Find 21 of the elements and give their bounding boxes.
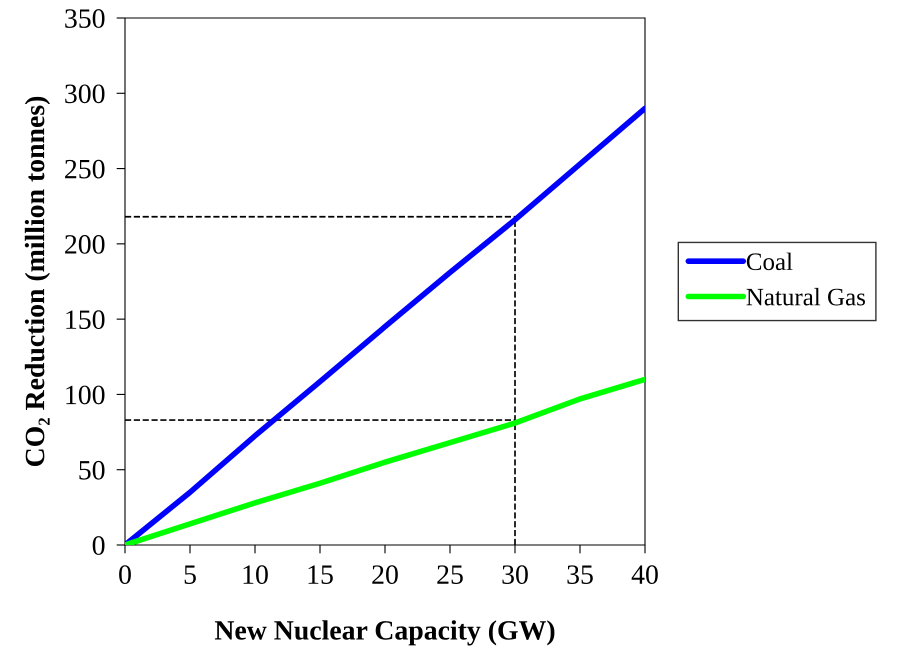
x-tick-label: 25 bbox=[437, 565, 463, 584]
x-tick-label: 30 bbox=[502, 565, 528, 584]
x-axis-title: New Nuclear Capacity (GW) bbox=[214, 620, 554, 646]
legend-label: Coal bbox=[746, 252, 793, 270]
y-tick-label: 50 bbox=[79, 460, 104, 480]
y-tick-label: 250 bbox=[65, 160, 104, 178]
y-tick-label: 150 bbox=[66, 310, 104, 330]
x-tick-label: 35 bbox=[567, 565, 593, 584]
x-tick-label: 20 bbox=[372, 565, 398, 584]
y-tick-label: 350 bbox=[65, 9, 104, 28]
x-tick-label: 0 bbox=[119, 565, 131, 584]
x-tick-label: 5 bbox=[184, 566, 196, 584]
y-axis-title: CO₂ Reduction (million tonnes) bbox=[24, 96, 50, 466]
y-tick-label: 0 bbox=[92, 536, 104, 555]
x-tick-label: 40 bbox=[632, 565, 658, 584]
y-tick-label: 200 bbox=[65, 235, 104, 254]
y-tick-label: 300 bbox=[65, 84, 104, 104]
x-tick-label: 15 bbox=[308, 565, 333, 584]
y-tick-label: 100 bbox=[66, 386, 104, 404]
x-tick-label: 10 bbox=[244, 565, 268, 584]
legend-label: Natural Gas bbox=[746, 288, 865, 306]
